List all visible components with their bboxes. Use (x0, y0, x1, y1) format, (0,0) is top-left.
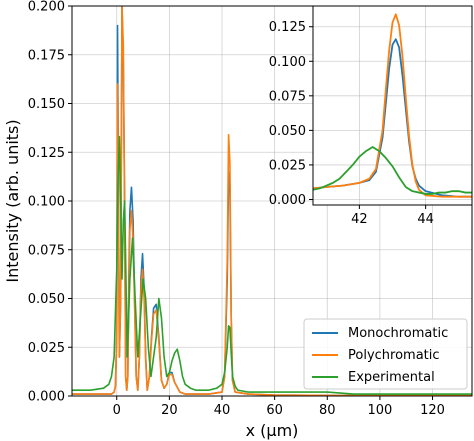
legend: Monochromatic Polychromatic Experimental (303, 318, 468, 390)
main-ticks: 0 20 40 60 80 100 120 0.000 0.025 0.050 0.075 0.100… (28, 0, 445, 418)
legend-label-monochromatic: Monochromatic (348, 326, 448, 341)
x-axis-label: x (µm) (246, 421, 299, 440)
inset-y-tick-label: 0.000 (269, 193, 306, 208)
main-y-tick-label: 0.125 (28, 146, 65, 161)
inset-background (313, 6, 472, 205)
inset-x-tick-label: 42 (351, 212, 368, 227)
inset-series-line-2 (313, 146, 472, 195)
main-x-tick-label: 0 (113, 403, 121, 418)
inset-plot-frame (312, 5, 473, 206)
legend-entry-monochromatic: Monochromatic (312, 326, 448, 341)
main-x-tick-label: 40 (214, 403, 231, 418)
main-series-line-1 (72, 6, 472, 396)
main-y-tick-label: 0.150 (28, 97, 65, 112)
main-x-tick-label: 20 (161, 403, 178, 418)
main-x-tick-label: 60 (266, 403, 283, 418)
legend-entry-experimental: Experimental (312, 370, 435, 385)
legend-entry-polychromatic: Polychromatic (312, 348, 440, 363)
inset-chart: 42 44 0.000 0.025 0.050 0.075 0.100 0.125 (269, 5, 473, 227)
main-y-tick-label: 0.000 (28, 390, 65, 405)
y-axis-label: Intensity (arb. units) (3, 119, 22, 282)
inset-y-tick-label: 0.050 (269, 124, 306, 139)
inset-x-tick-label: 44 (417, 212, 434, 227)
main-plot-lines (72, 6, 472, 396)
main-x-tick-label: 100 (367, 403, 392, 418)
main-y-tick-label: 0.100 (28, 195, 65, 210)
main-x-tick-label: 80 (319, 403, 336, 418)
main-series-line-2 (72, 135, 472, 395)
inset-ticks: 42 44 0.000 0.025 0.050 0.075 0.100 0.125 (269, 20, 434, 227)
main-y-tick-label: 0.025 (28, 341, 65, 356)
legend-box (303, 318, 468, 390)
inset-y-tick-label: 0.100 (269, 55, 306, 70)
inset-y-tick-label: 0.025 (269, 158, 306, 173)
main-y-tick-label: 0.175 (28, 48, 65, 63)
inset-plot-lines (313, 13, 472, 198)
inset-y-tick-label: 0.125 (269, 20, 306, 35)
inset-y-tick-label: 0.075 (269, 89, 306, 104)
inset-gridlines (313, 6, 472, 205)
legend-label-polychromatic: Polychromatic (348, 348, 440, 363)
main-x-tick-label: 120 (420, 403, 445, 418)
main-y-tick-label: 0.200 (28, 0, 65, 15)
main-y-tick-label: 0.075 (28, 243, 65, 258)
main-y-tick-label: 0.050 (28, 292, 65, 307)
legend-label-experimental: Experimental (348, 370, 435, 385)
